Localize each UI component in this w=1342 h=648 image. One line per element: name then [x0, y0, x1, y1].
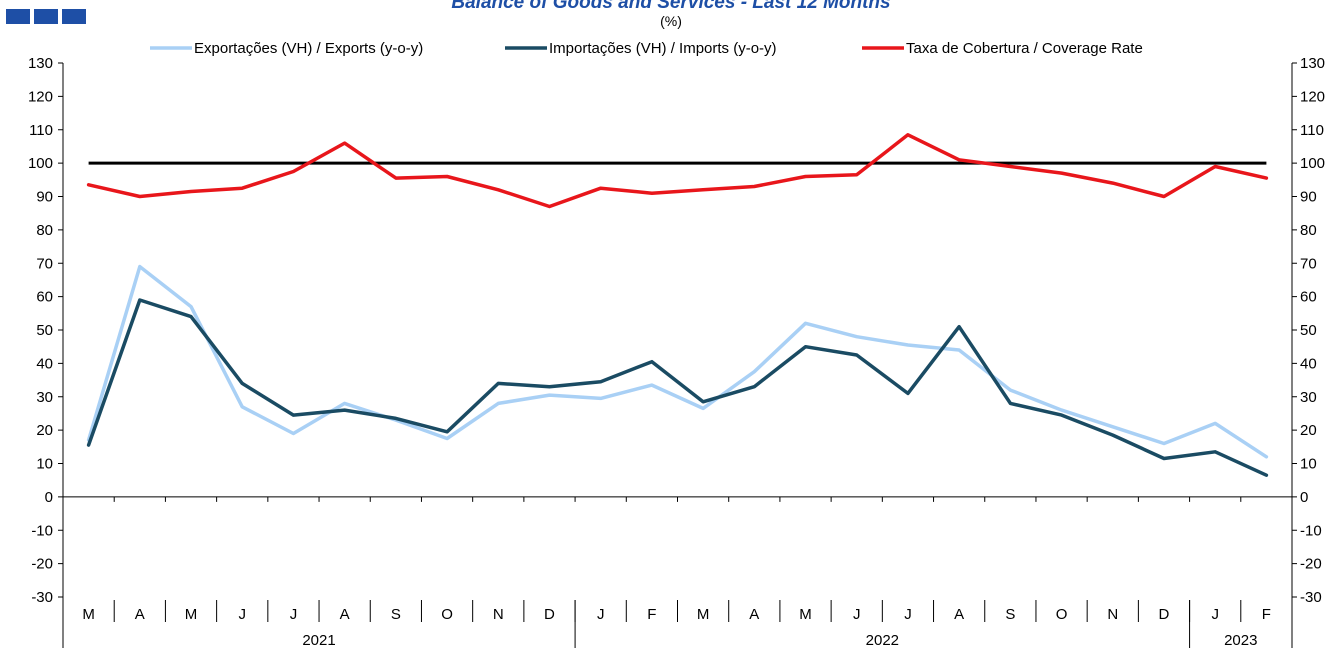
y-tick-label: 40 — [1300, 355, 1317, 372]
chart-title: Balance of Goods and Services - Last 12 … — [451, 0, 891, 13]
logo-block — [6, 9, 30, 24]
x-tick-label: A — [954, 606, 964, 623]
y-tick-label: 130 — [28, 55, 53, 72]
x-tick-label: S — [1005, 606, 1015, 623]
y-tick-label: 90 — [36, 189, 53, 206]
x-tick-label: A — [749, 606, 759, 623]
x-tick-label: M — [799, 606, 812, 623]
series-line-0 — [86, 264, 1269, 459]
x-tick-label: A — [340, 606, 350, 623]
x-tick-label: D — [544, 606, 555, 623]
x-tick-label: O — [1056, 606, 1068, 623]
series-line-2 — [86, 133, 1269, 209]
x-tick-label: J — [290, 606, 298, 623]
x-tick-label: M — [82, 606, 95, 623]
y-tick-label: 70 — [36, 255, 53, 272]
y-tick-label: 60 — [1300, 289, 1317, 306]
x-tick-label: J — [853, 606, 861, 623]
x-year-label: 2023 — [1224, 632, 1257, 648]
legend-label-1: Importações (VH) / Imports (y-o-y) — [549, 40, 777, 57]
x-tick-label: J — [1211, 606, 1219, 623]
x-year-label: 2021 — [302, 632, 335, 648]
y-tick-label: 50 — [36, 322, 53, 339]
x-tick-label: M — [697, 606, 710, 623]
x-tick-label: S — [391, 606, 401, 623]
y-tick-label: 120 — [28, 88, 53, 105]
y-tick-label: -20 — [31, 556, 53, 573]
y-tick-label: 30 — [36, 389, 53, 406]
y-tick-label: 60 — [36, 289, 53, 306]
logo-block — [34, 9, 58, 24]
y-tick-label: -30 — [1300, 589, 1322, 606]
y-tick-label: -10 — [1300, 522, 1322, 539]
y-tick-label: 120 — [1300, 88, 1325, 105]
y-tick-label: 110 — [1300, 122, 1324, 139]
logo-block — [62, 9, 86, 24]
series-lines — [86, 133, 1269, 477]
x-year-label: 2022 — [866, 632, 899, 648]
x-tick-label: O — [441, 606, 453, 623]
y-tick-label: 50 — [1300, 322, 1317, 339]
x-tick-label: M — [185, 606, 198, 623]
y-tick-label: 110 — [29, 122, 53, 139]
x-tick-label: A — [135, 606, 145, 623]
y-tick-label: 80 — [1300, 222, 1317, 239]
y-tick-label: 130 — [1300, 55, 1325, 72]
y-tick-label: 100 — [1300, 155, 1325, 172]
y-tick-label: 90 — [1300, 189, 1317, 206]
y-tick-label: 0 — [1300, 489, 1308, 506]
x-axis: M A M J J A S O N D J F M A M J J A S O N D J F 2021 2022 2023 — [63, 496, 1292, 648]
y-tick-label: 10 — [1300, 456, 1317, 473]
legend-label-0: Exportações (VH) / Exports (y-o-y) — [194, 40, 423, 57]
y-tick-label: 10 — [36, 456, 53, 473]
y-tick-label: 100 — [28, 155, 53, 172]
y-tick-label: 30 — [1300, 389, 1317, 406]
x-tick-label: N — [1107, 606, 1118, 623]
x-tick-label: F — [647, 606, 656, 623]
series-line-1 — [86, 298, 1269, 477]
y-tick-label: 80 — [36, 222, 53, 239]
logo — [6, 9, 86, 24]
x-tick-label: D — [1159, 606, 1170, 623]
x-tick-label: J — [904, 606, 912, 623]
y-tick-label: 0 — [45, 489, 53, 506]
legend-label-2: Taxa de Cobertura / Coverage Rate — [906, 40, 1143, 57]
y-tick-label: -20 — [1300, 556, 1322, 573]
y-tick-label: 40 — [36, 355, 53, 372]
legend: Exportações (VH) / Exports (y-o-y) Import… — [150, 40, 1143, 57]
y-tick-label: -30 — [31, 589, 53, 606]
x-tick-label: J — [238, 606, 246, 623]
x-tick-label: J — [597, 606, 605, 623]
x-tick-label: F — [1262, 606, 1271, 623]
y-tick-label: 20 — [1300, 422, 1317, 439]
chart-subtitle: (%) — [660, 13, 682, 29]
y-tick-label: 70 — [1300, 255, 1317, 272]
y-tick-label: 20 — [36, 422, 53, 439]
x-tick-label: N — [493, 606, 504, 623]
y-tick-label: -10 — [31, 522, 53, 539]
